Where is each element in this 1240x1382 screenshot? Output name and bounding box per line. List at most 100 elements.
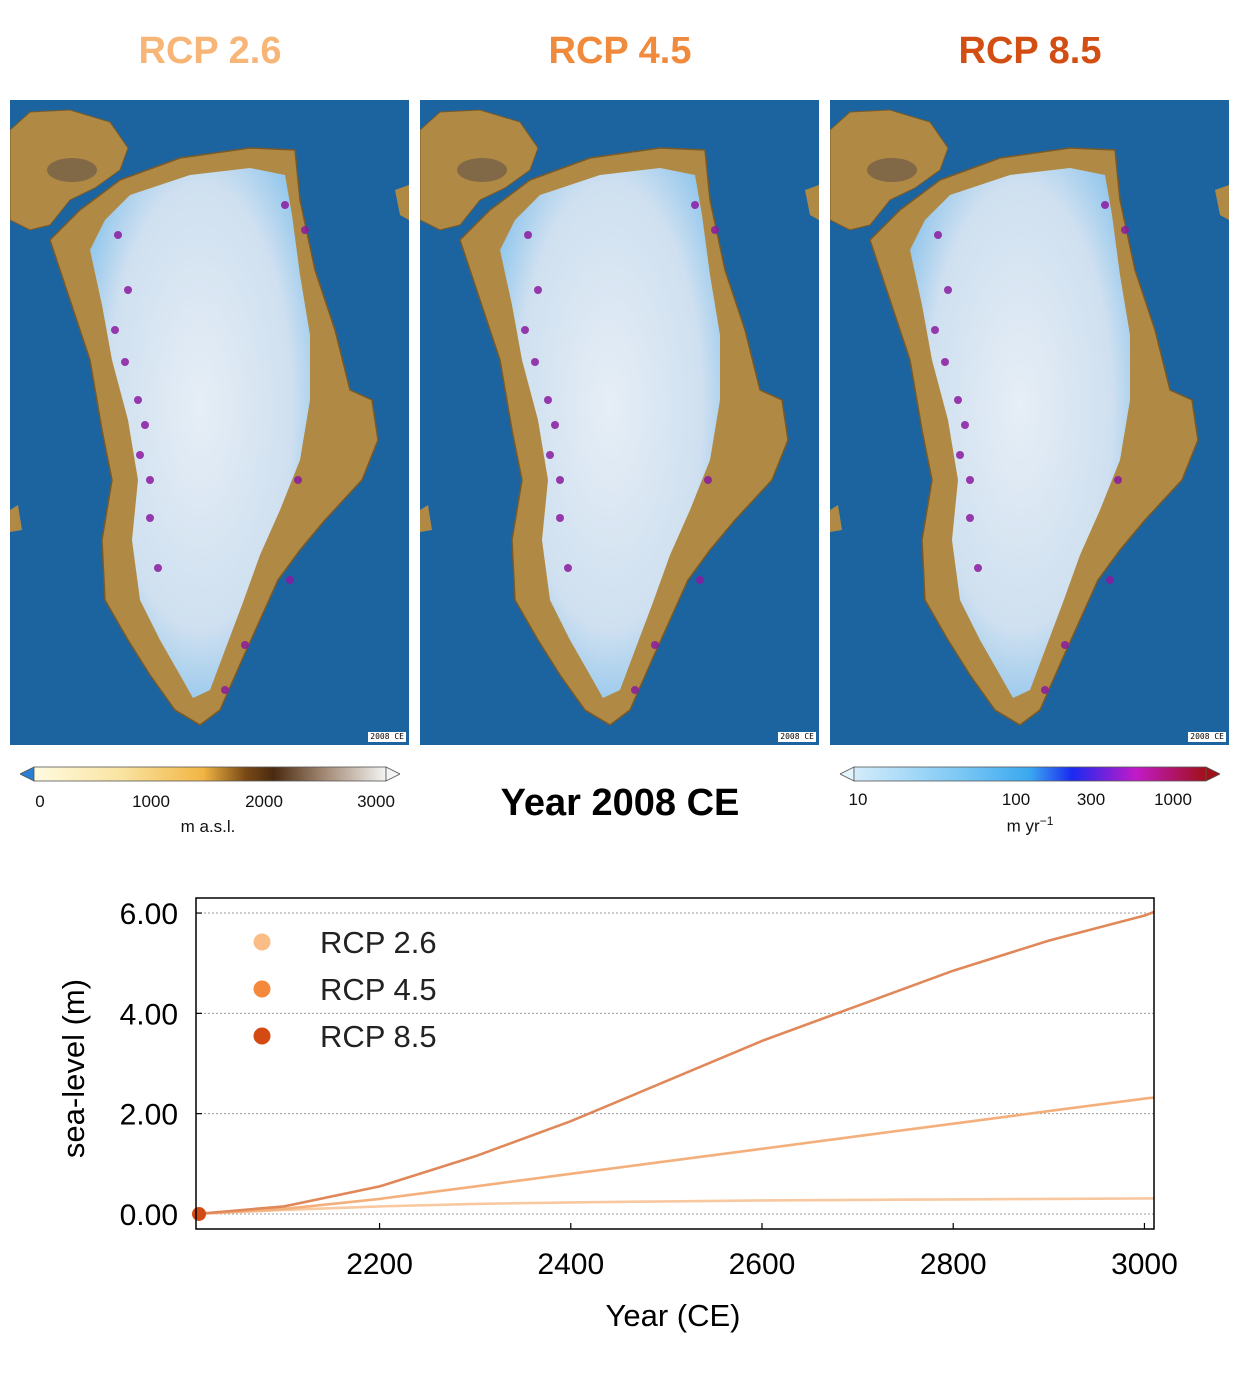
outlet-glacier bbox=[531, 358, 539, 366]
greenland-map-image bbox=[830, 100, 1229, 745]
outlet-glacier bbox=[154, 564, 162, 572]
x-tick-label: 3000 bbox=[1111, 1248, 1178, 1281]
velocity-colorbar: 10 100 300 1000 m yr−1 bbox=[840, 764, 1220, 844]
elevation-colorbar-gradient bbox=[20, 766, 400, 782]
outlet-glacier bbox=[956, 451, 964, 459]
outlet-glacier bbox=[651, 641, 659, 649]
outlet-glacier bbox=[704, 476, 712, 484]
series-line-rcp-2-6 bbox=[195, 1197, 1154, 1216]
elevation-tick-label: 1000 bbox=[132, 792, 170, 811]
velocity-tick-label: 100 bbox=[1001, 790, 1031, 809]
landmass bbox=[47, 158, 97, 182]
elevation-tick-label: 0 bbox=[35, 792, 45, 811]
x-tick-label: 2200 bbox=[346, 1248, 413, 1281]
ice-sheet bbox=[910, 168, 1130, 698]
outlet-glacier bbox=[534, 286, 542, 294]
outlet-glacier bbox=[1041, 686, 1049, 694]
outlet-glacier bbox=[556, 476, 564, 484]
outlet-glacier bbox=[564, 564, 572, 572]
scenario-title-rcp26: RCP 2.6 bbox=[138, 30, 282, 72]
x-axis-label: Year (CE) bbox=[606, 1298, 741, 1333]
landmass bbox=[830, 505, 842, 532]
outlet-glacier bbox=[146, 476, 154, 484]
outlet-glacier bbox=[974, 564, 982, 572]
velocity-tick-label: 300 bbox=[1076, 790, 1106, 809]
outlet-glacier bbox=[966, 514, 974, 522]
outlet-glacier bbox=[281, 201, 289, 209]
greenland-map-rcp85: 2008 CE bbox=[830, 100, 1229, 745]
outlet-glacier bbox=[221, 686, 229, 694]
landmass bbox=[457, 158, 507, 182]
x-tick-label: 2600 bbox=[729, 1248, 796, 1281]
outlet-glacier bbox=[546, 451, 554, 459]
legend-marker bbox=[253, 980, 271, 998]
outlet-glacier bbox=[954, 396, 962, 404]
landmass bbox=[867, 158, 917, 182]
outlet-glacier bbox=[521, 326, 529, 334]
outlet-glacier bbox=[286, 576, 294, 584]
outlet-glacier bbox=[241, 641, 249, 649]
landmass bbox=[1215, 185, 1229, 220]
outlet-glacier bbox=[1101, 201, 1109, 209]
legend-marker bbox=[253, 1027, 271, 1045]
elevation-colorbar: 0 1000 2000 3000 m a.s.l. bbox=[20, 764, 400, 844]
series-line-rcp-4-5 bbox=[195, 1096, 1155, 1216]
outlet-glacier bbox=[931, 326, 939, 334]
legend-label: RCP 8.5 bbox=[320, 1019, 437, 1054]
ice-sheet bbox=[90, 168, 310, 698]
landmass bbox=[805, 185, 819, 220]
y-tick-label: 4.00 bbox=[120, 998, 178, 1031]
outlet-glacier bbox=[1061, 641, 1069, 649]
map-year-stamp: 2008 CE bbox=[778, 732, 816, 742]
map-year-stamp: 2008 CE bbox=[1188, 732, 1226, 742]
outlet-glacier bbox=[134, 396, 142, 404]
outlet-glacier bbox=[124, 286, 132, 294]
outlet-glacier bbox=[631, 686, 639, 694]
y-tick-label: 6.00 bbox=[120, 898, 178, 931]
outlet-glacier bbox=[934, 231, 942, 239]
outlet-glacier bbox=[121, 358, 129, 366]
outlet-glacier bbox=[1106, 576, 1114, 584]
y-tick-label: 2.00 bbox=[120, 1099, 178, 1132]
legend-label: RCP 4.5 bbox=[320, 972, 437, 1007]
outlet-glacier bbox=[146, 514, 154, 522]
scenario-title-rcp45: RCP 4.5 bbox=[548, 30, 692, 72]
year-heading: Year 2008 CE bbox=[500, 782, 740, 824]
outlet-glacier bbox=[691, 201, 699, 209]
greenland-map-rcp45: 2008 CE bbox=[420, 100, 819, 745]
elevation-unit-label: m a.s.l. bbox=[180, 817, 236, 836]
sea-level-chart: 0.00 2.00 4.00 6.00 2200 2400 2600 2800 3000 RCP … bbox=[56, 897, 1178, 1333]
y-axis-label: sea-level (m) bbox=[56, 979, 91, 1158]
velocity-unit-label: m yr−1 bbox=[1007, 814, 1054, 837]
landmass bbox=[420, 505, 432, 532]
series-line-rcp-8-5 bbox=[195, 910, 1155, 1216]
greenland-map-rcp26: 2008 CE bbox=[10, 100, 409, 745]
outlet-glacier bbox=[111, 326, 119, 334]
x-tick-label: 2400 bbox=[537, 1248, 604, 1281]
legend-marker bbox=[253, 933, 271, 951]
outlet-glacier bbox=[136, 451, 144, 459]
elevation-tick-label: 2000 bbox=[245, 792, 283, 811]
ice-sheet bbox=[500, 168, 720, 698]
landmass bbox=[395, 185, 409, 220]
legend-label: RCP 2.6 bbox=[320, 925, 437, 960]
outlet-glacier bbox=[941, 358, 949, 366]
landmass bbox=[10, 505, 22, 532]
velocity-unit-base: m yr bbox=[1006, 816, 1040, 836]
outlet-glacier bbox=[944, 286, 952, 294]
elevation-tick-label: 3000 bbox=[357, 792, 395, 811]
outlet-glacier bbox=[551, 421, 559, 429]
scenario-title-rcp85: RCP 8.5 bbox=[958, 30, 1102, 72]
map-year-stamp: 2008 CE bbox=[368, 732, 406, 742]
velocity-unit-exponent: −1 bbox=[1039, 814, 1054, 828]
outlet-glacier bbox=[966, 476, 974, 484]
outlet-glacier bbox=[524, 231, 532, 239]
outlet-glacier bbox=[294, 476, 302, 484]
outlet-glacier bbox=[711, 226, 719, 234]
plot-frame bbox=[195, 897, 1155, 1230]
y-tick-label: 0.00 bbox=[120, 1199, 178, 1232]
outlet-glacier bbox=[961, 421, 969, 429]
outlet-glacier bbox=[696, 576, 704, 584]
start-marker bbox=[192, 1206, 206, 1221]
outlet-glacier bbox=[1114, 476, 1122, 484]
